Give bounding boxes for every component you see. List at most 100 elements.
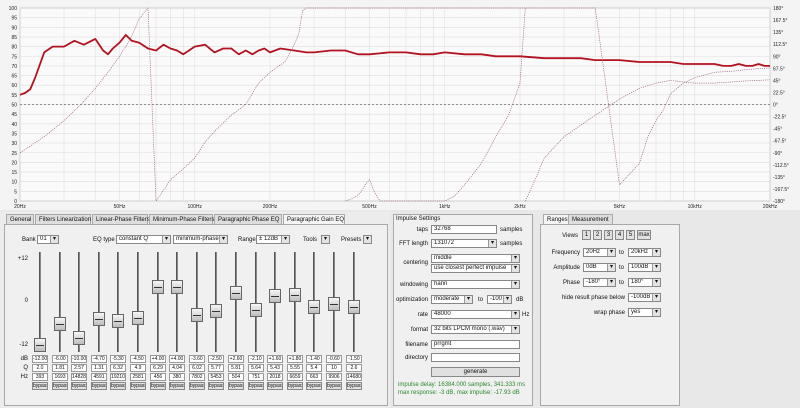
band-hz-field[interactable]: 380	[169, 373, 185, 381]
band-hz-field[interactable]: 4591	[91, 373, 107, 381]
eq-band-slider[interactable]	[53, 252, 67, 352]
slider-thumb[interactable]	[308, 300, 320, 314]
band-q-field[interactable]: 1.31	[91, 364, 107, 372]
band-db-field[interactable]: -12.00	[32, 355, 48, 363]
eq-band-slider[interactable]	[347, 252, 361, 352]
band-q-field[interactable]: 2.57	[71, 364, 87, 372]
taps-input[interactable]: 32768	[431, 225, 497, 234]
band-bypass-button[interactable]: bypass	[346, 382, 362, 390]
band-bypass-button[interactable]: bypass	[189, 382, 205, 390]
slider-thumb[interactable]	[34, 338, 46, 352]
band-q-field[interactable]: 2.0	[32, 364, 48, 372]
eq-band-slider[interactable]	[288, 252, 302, 352]
tab-measurement[interactable]: Measurement	[568, 214, 613, 224]
band-db-field[interactable]: +1.60	[267, 355, 283, 363]
band-bypass-button[interactable]: bypass	[32, 382, 48, 390]
eq-band-slider[interactable]	[190, 252, 204, 352]
eq-phase-select[interactable]: minimum-phase	[173, 235, 228, 244]
eq-band-slider[interactable]	[327, 252, 341, 352]
band-bypass-button[interactable]: bypass	[248, 382, 264, 390]
band-bypass-button[interactable]: bypass	[130, 382, 146, 390]
band-q-field[interactable]: 5.43	[267, 364, 283, 372]
tab-paragraphic-phase-eq[interactable]: Paragraphic Phase EQ	[214, 214, 282, 224]
band-bypass-button[interactable]: bypass	[71, 382, 87, 390]
band-hz-field[interactable]: 2581	[130, 373, 146, 381]
phase-to-select[interactable]: 180°	[628, 278, 661, 287]
slider-thumb[interactable]	[250, 303, 262, 317]
eq-band-slider[interactable]	[131, 252, 145, 352]
view-button-4[interactable]: 4	[615, 230, 624, 240]
optimization-select[interactable]: moderate	[431, 295, 473, 304]
band-q-field[interactable]: 5.77	[208, 364, 224, 372]
slider-thumb[interactable]	[54, 317, 66, 331]
band-bypass-button[interactable]: bypass	[91, 382, 107, 390]
band-db-field[interactable]: -1.50	[346, 355, 362, 363]
band-hz-field[interactable]: 6659	[287, 373, 303, 381]
eq-band-slider[interactable]	[33, 252, 47, 352]
tools-menu[interactable]	[321, 235, 330, 244]
eq-band-slider[interactable]	[209, 252, 223, 352]
band-db-field[interactable]: +1.80	[287, 355, 303, 363]
band-q-field[interactable]: 5.4	[306, 364, 322, 372]
rate-select[interactable]: 48000	[431, 310, 520, 319]
slider-thumb[interactable]	[328, 297, 340, 311]
eq-band-slider[interactable]	[249, 252, 263, 352]
view-button-max[interactable]: max	[637, 230, 651, 240]
band-hz-field[interactable]: 7802	[189, 373, 205, 381]
view-button-5[interactable]: 5	[626, 230, 635, 240]
eq-band-slider[interactable]	[151, 252, 165, 352]
centering-mode-select[interactable]: use closest perfect impulse	[431, 264, 520, 273]
slider-thumb[interactable]	[348, 300, 360, 314]
band-db-field[interactable]: +4.00	[169, 355, 185, 363]
band-q-field[interactable]: 2.6	[346, 364, 362, 372]
band-bypass-button[interactable]: bypass	[52, 382, 68, 390]
band-q-field[interactable]: 4.04	[169, 364, 185, 372]
band-hz-field[interactable]: 19210	[110, 373, 126, 381]
amp-to-select[interactable]: 100dB	[628, 263, 661, 272]
slider-thumb[interactable]	[73, 331, 85, 345]
tab-filters-linearization[interactable]: Filters Linearization	[35, 214, 91, 224]
slider-thumb[interactable]	[112, 314, 124, 328]
eq-band-slider[interactable]	[72, 252, 86, 352]
view-button-3[interactable]: 3	[604, 230, 613, 240]
hide-phase-select[interactable]: -100dB	[628, 293, 661, 302]
band-db-field[interactable]: -2.50	[208, 355, 224, 363]
eq-band-slider[interactable]	[92, 252, 106, 352]
eq-band-slider[interactable]	[307, 252, 321, 352]
band-hz-field[interactable]: 5453	[208, 373, 224, 381]
format-select[interactable]: 32 bits LPCM mono (.wav)	[431, 325, 520, 334]
band-bypass-button[interactable]: bypass	[228, 382, 244, 390]
band-hz-field[interactable]: 663	[306, 373, 322, 381]
slider-thumb[interactable]	[230, 286, 242, 300]
band-db-field[interactable]: -1.40	[306, 355, 322, 363]
centering-select[interactable]: middle	[431, 254, 520, 263]
slider-thumb[interactable]	[289, 288, 301, 302]
band-hz-field[interactable]: 456	[150, 373, 166, 381]
band-bypass-button[interactable]: bypass	[208, 382, 224, 390]
eq-band-slider[interactable]	[229, 252, 243, 352]
phase-from-select[interactable]: -180°	[583, 278, 616, 287]
band-q-field[interactable]: 6.32	[110, 364, 126, 372]
optimization-db-select[interactable]: -100	[487, 295, 512, 304]
eq-band-slider[interactable]	[268, 252, 282, 352]
band-db-field[interactable]: -4.70	[91, 355, 107, 363]
band-db-field[interactable]: -6.00	[52, 355, 68, 363]
band-db-field[interactable]: -3.60	[189, 355, 205, 363]
band-q-field[interactable]: 5.64	[248, 364, 264, 372]
fft-length-select[interactable]: 131072	[431, 239, 497, 248]
band-q-field[interactable]: 1.81	[52, 364, 68, 372]
band-hz-field[interactable]: 14828	[71, 373, 87, 381]
generate-button[interactable]: generate	[431, 367, 520, 377]
band-db-field[interactable]: -4.50	[130, 355, 146, 363]
presets-menu[interactable]	[363, 235, 372, 244]
band-q-field[interactable]: 6.29	[150, 364, 166, 372]
band-hz-field[interactable]: 751	[248, 373, 264, 381]
slider-thumb[interactable]	[191, 308, 203, 322]
wrap-phase-select[interactable]: yes	[628, 308, 661, 317]
band-hz-field[interactable]: 9906	[326, 373, 342, 381]
band-bypass-button[interactable]: bypass	[306, 382, 322, 390]
eq-type-select[interactable]: constant Q	[116, 235, 171, 244]
freq-from-select[interactable]: 20Hz	[583, 248, 616, 257]
amp-from-select[interactable]: 0dB	[583, 263, 616, 272]
band-hz-field[interactable]: 1693	[52, 373, 68, 381]
